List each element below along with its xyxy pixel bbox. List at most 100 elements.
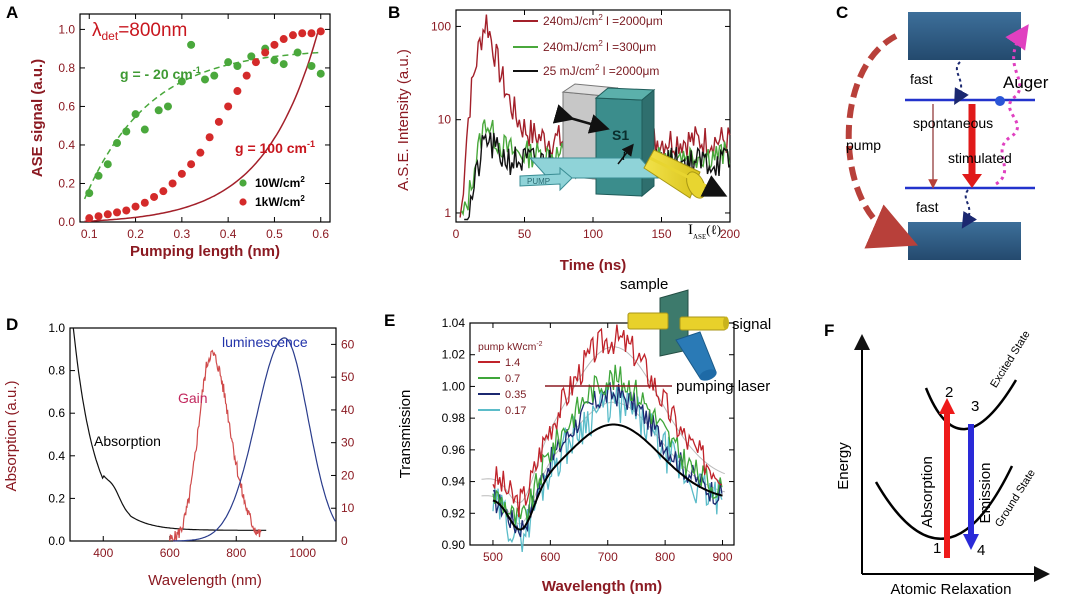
a-point-red xyxy=(214,117,223,126)
e-ytick-label: 1.02 xyxy=(442,348,466,362)
f-point-2: 2 xyxy=(945,384,953,401)
a-point-red xyxy=(187,160,196,169)
a-point-red xyxy=(224,102,233,111)
c-conduction-band xyxy=(908,12,1021,60)
panel-label-a: A xyxy=(6,3,18,22)
d-xtick-label: 600 xyxy=(160,546,180,560)
b-inset-schematic: S1 PUMP l IASE(ℓ) xyxy=(519,83,728,241)
a-point-red xyxy=(270,40,279,49)
a-point-red xyxy=(205,133,214,142)
panel-c: C fast fast Auger spontaneous stimulated… xyxy=(836,3,1049,260)
e-ytick-label: 1.00 xyxy=(442,379,466,393)
d-luminescence-curve xyxy=(173,337,336,542)
e-legend-label-1.4: 1.4 xyxy=(505,357,520,369)
d-xtick-label: 1000 xyxy=(289,546,316,560)
a-point-red xyxy=(242,71,251,80)
a-point-red xyxy=(131,202,140,211)
a-point-green xyxy=(140,125,149,134)
plot-frame-e xyxy=(469,322,735,546)
panel-b: B 0 50 100 150 200 1 10 100 S1 PUMP l IASE(ℓ) xyxy=(388,3,740,274)
panel-label-d: D xyxy=(6,315,18,334)
a-point-green xyxy=(224,58,233,67)
d-ytick-label: 0.0 xyxy=(48,534,65,548)
a-point-green xyxy=(201,75,209,84)
b-ytick-label: 100 xyxy=(431,19,451,33)
b-xtick-label: 50 xyxy=(518,227,532,241)
e-legend-label-0.35: 0.35 xyxy=(505,389,526,401)
f-ylabel: Energy xyxy=(835,442,852,490)
e-ytick-label: 0.90 xyxy=(442,538,466,552)
a-xtick-label: 0.2 xyxy=(127,227,144,241)
d-gain-label: Gain xyxy=(178,390,208,406)
e-ylabel: Transmission xyxy=(397,390,414,479)
a-ytick-label: 0.6 xyxy=(58,99,75,113)
b-legend-red: 240mJ/cm2 l =2000μm xyxy=(543,13,663,28)
a-ytick-label: 0.4 xyxy=(58,138,75,152)
c-auger-label: Auger xyxy=(1003,73,1049,92)
d-ytick-label: 1.0 xyxy=(48,321,65,335)
a-point-red xyxy=(279,35,288,44)
a-point-green xyxy=(233,62,242,70)
a-point-red xyxy=(298,29,307,38)
a-point-red xyxy=(150,192,159,201)
b-legend-black: 25 mJ/cm2 l =2000μm xyxy=(543,63,659,78)
d-absorption-label: Absorption xyxy=(94,433,161,449)
b-inset-block-s1 xyxy=(595,97,643,197)
a-legend-green: 10W/cm2 xyxy=(255,175,305,190)
a-annotation-green: g = - 20 cm-1 xyxy=(120,65,201,82)
a-point-red xyxy=(307,29,316,38)
b-ylabel: A.S.E. Intensity (a.u.) xyxy=(395,49,412,191)
a-point-red xyxy=(122,206,131,215)
panel-label-c: C xyxy=(836,3,848,22)
e-series-1.4 xyxy=(492,324,723,518)
b-axis-ticks: 0 50 100 150 200 1 10 100 xyxy=(431,10,740,241)
a-point-green xyxy=(163,102,172,111)
f-point-1: 1 xyxy=(933,540,941,557)
a-point-green xyxy=(270,56,279,65)
d-ytick-right-label: 50 xyxy=(341,370,355,384)
panel-label-f: F xyxy=(824,321,834,340)
e-xtick-label: 900 xyxy=(713,550,733,564)
a-ytick-label: 0.0 xyxy=(58,215,75,229)
a-point-red xyxy=(140,198,149,207)
a-ytick-label: 0.2 xyxy=(58,176,75,190)
d-ytick-right-label: 40 xyxy=(341,403,355,417)
f-point-3: 3 xyxy=(971,398,979,415)
a-xtick-label: 0.1 xyxy=(81,227,98,241)
e-inset-sample-label: sample xyxy=(620,276,668,293)
b-xtick-label: 100 xyxy=(583,227,603,241)
a-point-green xyxy=(113,139,122,148)
c-stimulated-label: stimulated xyxy=(948,150,1012,166)
a-title: λdet=800nm xyxy=(92,20,187,43)
a-xtick-label: 0.4 xyxy=(220,227,237,241)
panel-e: E 500 600 700 800 900 0.90 0.92 0.94 0.96 0.98 1.0… xyxy=(384,276,771,595)
b-inset-double-arrow xyxy=(552,104,610,134)
a-xtick-label: 0.3 xyxy=(174,227,191,241)
e-ytick-label: 0.92 xyxy=(442,506,466,520)
a-xlabel: Pumping length (nm) xyxy=(130,243,280,260)
d-ytick-right-label: 30 xyxy=(341,436,355,450)
a-xtick-label: 0.6 xyxy=(312,227,329,241)
panel-label-b: B xyxy=(388,3,400,22)
f-emission-label: Emission xyxy=(977,463,994,524)
panel-f: F 1 2 3 4 Absorption Emission Excited St… xyxy=(824,321,1050,598)
a-point-green xyxy=(279,60,288,69)
a-legend-red: 1kW/cm2 xyxy=(255,194,305,209)
c-valence-band xyxy=(908,222,1021,260)
c-fast-top-label: fast xyxy=(910,71,933,87)
a-point-green xyxy=(94,171,103,180)
b-inset-pump-arrow xyxy=(519,166,573,192)
b-inset-l-label: l xyxy=(622,149,626,163)
a-point-red xyxy=(196,148,205,157)
a-point-red xyxy=(288,31,297,40)
a-point-green xyxy=(293,48,302,57)
e-inset-pumping-label: pumping laser xyxy=(676,378,770,395)
c-fast-arrow-top xyxy=(954,61,969,105)
a-point-green xyxy=(154,106,163,115)
a-point-green xyxy=(187,40,196,49)
b-ytick-label: 1 xyxy=(444,206,451,220)
a-point-red xyxy=(233,87,242,96)
e-xtick-label: 700 xyxy=(598,550,618,564)
f-xlabel: Atomic Relaxation xyxy=(891,581,1012,598)
